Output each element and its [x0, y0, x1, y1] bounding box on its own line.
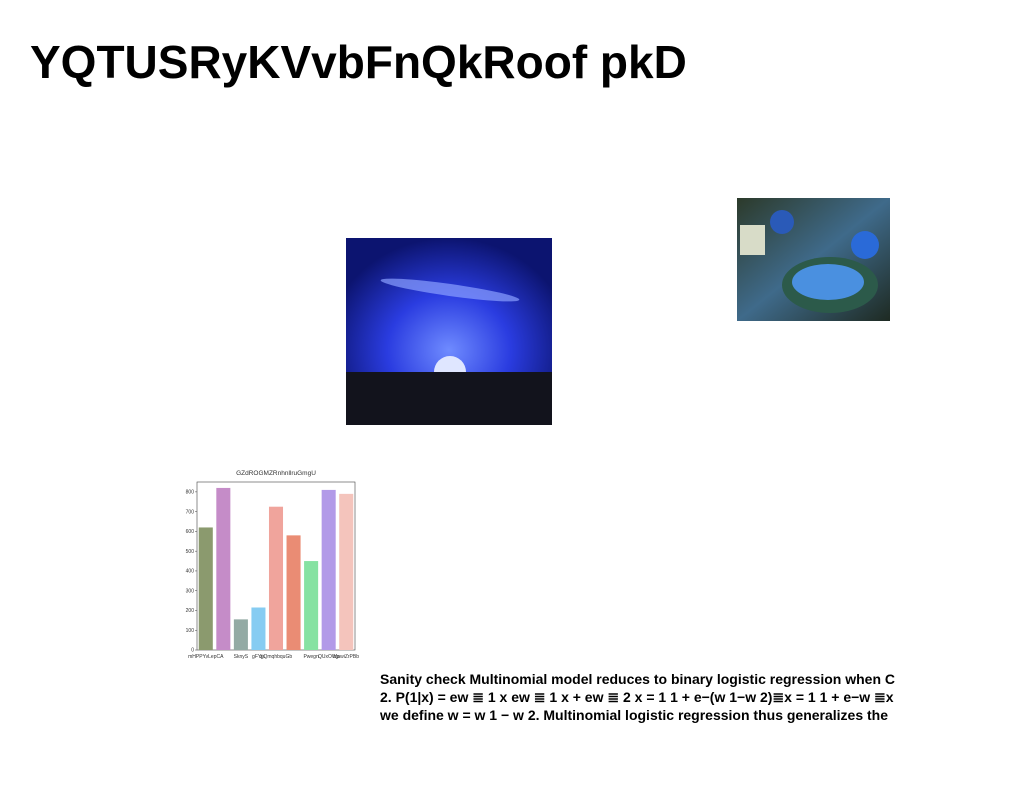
y-tick-label: 400: [186, 569, 195, 575]
y-tick-label: 700: [186, 509, 195, 515]
y-tick-label: 600: [186, 529, 195, 535]
text-line: we define w = w 1 − w 2. Multinomial log…: [379, 707, 888, 723]
y-tick-label: 500: [186, 549, 195, 555]
y-tick-label: 800: [186, 490, 195, 496]
y-tick-label: 300: [186, 588, 195, 594]
bar: [286, 535, 301, 650]
x-tick-label: gFYjs: [252, 654, 265, 660]
bar: [216, 487, 231, 650]
bar: [198, 527, 213, 650]
sunset-image: [346, 238, 552, 425]
y-tick-label: 0: [191, 648, 194, 654]
bar: [268, 506, 284, 650]
x-tick-label: SknyS: [234, 654, 249, 660]
bar: [321, 489, 336, 650]
food-image: [737, 198, 890, 321]
text-line: Sanity check Multinomial model reduces t…: [380, 671, 895, 687]
x-tick-label: mHPPYvLepCA: [188, 654, 224, 660]
bar: [251, 607, 266, 650]
body-text: Sanity check Multinomial model reduces t…: [379, 671, 895, 723]
slide-title: YQTUSRyKVvbFnQkRoof pkD: [30, 36, 687, 88]
bar: [304, 561, 319, 650]
x-tick-label: QUxOWp: [318, 654, 340, 660]
bar: [233, 619, 248, 650]
text-line: 2. P(1|x) = ew ≣ 1 x ew ≣ 1 x + ew ≣ 2 x…: [380, 689, 894, 705]
y-tick-label: 200: [186, 608, 195, 614]
x-tick-label: bjawiZrPBb: [333, 654, 359, 660]
x-tick-label: zjQmqhbquGb: [260, 654, 292, 660]
bar-chart: GZdROGMZRnhnllruGmgU 0 100 200 300 400 500 600 7…: [186, 470, 360, 660]
bar: [339, 493, 354, 650]
chart-title: GZdROGMZRnhnllruGmgU: [236, 470, 316, 477]
y-tick-label: 100: [186, 628, 195, 634]
x-tick-label: Pwegn: [303, 654, 319, 660]
